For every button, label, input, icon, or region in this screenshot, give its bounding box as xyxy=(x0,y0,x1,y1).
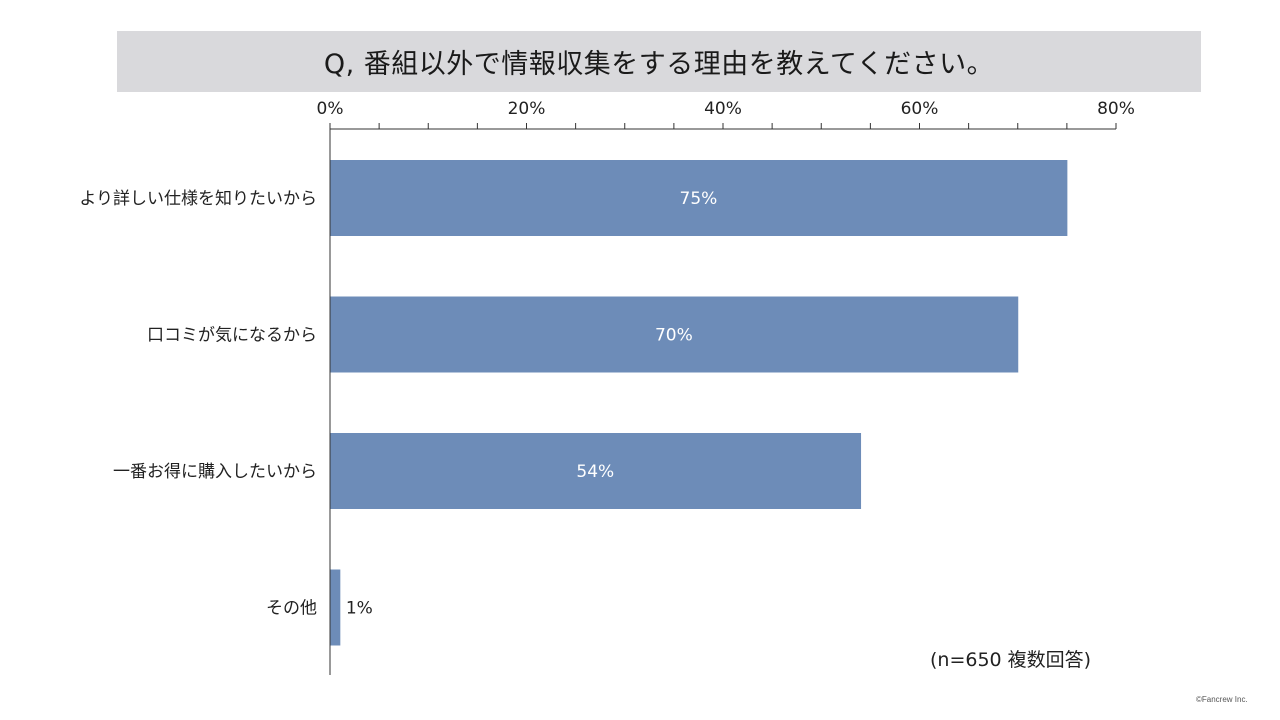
value-label: 1% xyxy=(346,599,373,619)
category-label: 一番お得に購入したいから xyxy=(113,462,317,482)
bar xyxy=(330,433,862,509)
copyright-text: ©Fancrew Inc. xyxy=(1196,695,1248,704)
bar xyxy=(330,296,1019,373)
x-tick-label: 80% xyxy=(1097,99,1135,119)
value-label: 54% xyxy=(576,462,614,482)
value-label: 75% xyxy=(680,189,718,209)
category-label: その他 xyxy=(266,599,317,619)
category-label: より詳しい仕様を知りたいから xyxy=(79,189,317,209)
x-tick-label: 60% xyxy=(901,99,939,119)
bar xyxy=(330,569,341,646)
bar xyxy=(330,160,1068,236)
chart-title: Q, 番組以外で情報収集をする理由を教えてください。 xyxy=(323,49,995,80)
sample-note: (n=650 複数回答) xyxy=(930,649,1092,671)
x-tick-label: 20% xyxy=(508,99,546,119)
x-tick-label: 40% xyxy=(704,99,742,119)
category-label: 口コミが気になるから xyxy=(147,326,317,346)
title-banner: Q, 番組以外で情報収集をする理由を教えてください。 xyxy=(117,31,1201,92)
x-tick-label: 0% xyxy=(317,99,344,119)
value-label: 70% xyxy=(655,326,693,346)
